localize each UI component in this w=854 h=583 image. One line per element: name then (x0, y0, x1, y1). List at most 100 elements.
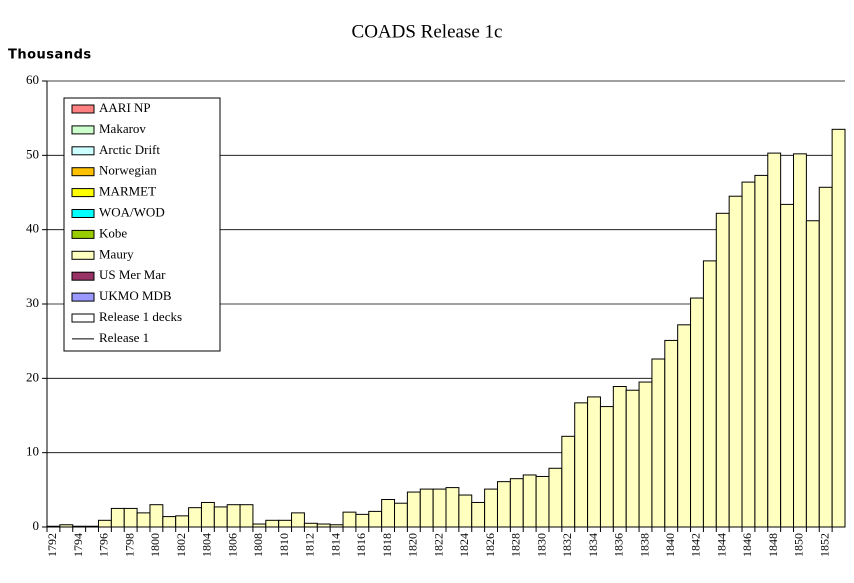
legend-swatch (71, 271, 95, 281)
bar (625, 389, 640, 528)
legend-swatch (71, 104, 95, 114)
legend-label: Maury (99, 246, 134, 261)
bar (136, 512, 151, 528)
x-tick-label: 1840 (663, 533, 677, 557)
x-tick-label: 1834 (586, 533, 600, 557)
x-tick-label: 1806 (225, 533, 239, 557)
bar (831, 128, 846, 528)
bar (394, 502, 408, 528)
bar (728, 195, 743, 528)
legend-swatch (71, 188, 95, 198)
bar (548, 467, 563, 528)
x-tick-label: 1842 (689, 533, 703, 557)
bar (342, 511, 357, 528)
x-tick-label: 1814 (328, 533, 342, 557)
bar (406, 491, 421, 528)
bar (291, 512, 305, 528)
bar (303, 522, 318, 528)
legend-box (63, 97, 221, 352)
x-tick-label: 1824 (457, 533, 471, 557)
x-tick-label: 1820 (406, 533, 420, 557)
bar (587, 396, 601, 528)
x-tick-label: 1836 (612, 533, 626, 557)
x-tick-label: 1850 (792, 533, 806, 557)
bar (97, 519, 112, 528)
bar (162, 516, 177, 528)
bar (149, 504, 164, 528)
x-tick-label: 1846 (740, 533, 754, 557)
bar (715, 212, 730, 528)
bar (381, 498, 396, 528)
bar (110, 507, 125, 528)
x-tick-label: 1796 (97, 533, 111, 557)
bar (226, 504, 241, 528)
legend-swatch (71, 229, 95, 239)
bar (200, 501, 215, 528)
x-tick-label: 1826 (483, 533, 497, 557)
bar (599, 406, 614, 528)
legend-swatch (71, 125, 95, 135)
bar (278, 519, 293, 528)
x-tick-label: 1822 (431, 533, 445, 557)
bar (793, 153, 807, 528)
bar (188, 507, 202, 528)
x-tick-label: 1794 (71, 533, 85, 557)
legend-swatch (71, 209, 95, 218)
bar (638, 381, 653, 528)
bar (175, 515, 190, 528)
y-tick-label: 50 (26, 146, 39, 161)
bar (677, 324, 692, 528)
y-tick-label: 60 (26, 72, 39, 87)
bar (535, 475, 550, 528)
x-tick-label: 1818 (380, 533, 394, 557)
legend-label: Release 1 decks (99, 309, 182, 324)
x-tick-label: 1812 (303, 533, 317, 557)
x-tick-label: 1798 (122, 533, 136, 557)
legend-swatch (71, 250, 95, 260)
x-tick-label: 1830 (534, 533, 548, 557)
x-tick-label: 1792 (45, 533, 59, 557)
legend-label: Arctic Drift (99, 142, 160, 157)
bar (741, 181, 756, 528)
x-tick-label: 1832 (560, 533, 574, 557)
bar (484, 488, 498, 528)
bar (458, 494, 473, 528)
y-tick-label: 20 (26, 369, 39, 384)
bar (522, 474, 537, 528)
bar (445, 487, 460, 528)
legend-label: Kobe (99, 225, 127, 240)
legend-label: Release 1 (99, 330, 149, 345)
legend-label: US Mer Mar (99, 267, 166, 282)
bar (509, 478, 524, 528)
x-tick-label: 1800 (148, 533, 162, 557)
x-tick-label: 1802 (174, 533, 188, 557)
bar (612, 386, 627, 528)
bar (239, 504, 254, 528)
y-tick-label: 0 (33, 518, 40, 533)
bar (419, 488, 434, 528)
bar (818, 186, 833, 528)
bar (368, 510, 383, 528)
bar (651, 358, 666, 528)
legend-label: MARMET (99, 184, 156, 199)
x-tick-label: 1810 (277, 533, 291, 557)
bar (805, 220, 820, 528)
x-tick-label: 1838 (637, 533, 651, 557)
legend-label: Norwegian (99, 163, 157, 178)
bar (664, 339, 679, 528)
legend-swatch (71, 146, 95, 156)
x-tick-label: 1852 (817, 533, 831, 557)
legend-swatch (71, 167, 95, 177)
bar (213, 506, 228, 528)
legend-label: Makarov (99, 121, 146, 136)
bar (471, 501, 486, 528)
legend-swatch (71, 292, 95, 302)
bar (780, 203, 795, 528)
bar (432, 488, 447, 528)
y-tick-label: 10 (26, 444, 39, 459)
y-tick-label: 40 (26, 221, 39, 236)
bar (754, 174, 769, 528)
bar (355, 513, 370, 528)
x-tick-label: 1816 (354, 533, 368, 557)
